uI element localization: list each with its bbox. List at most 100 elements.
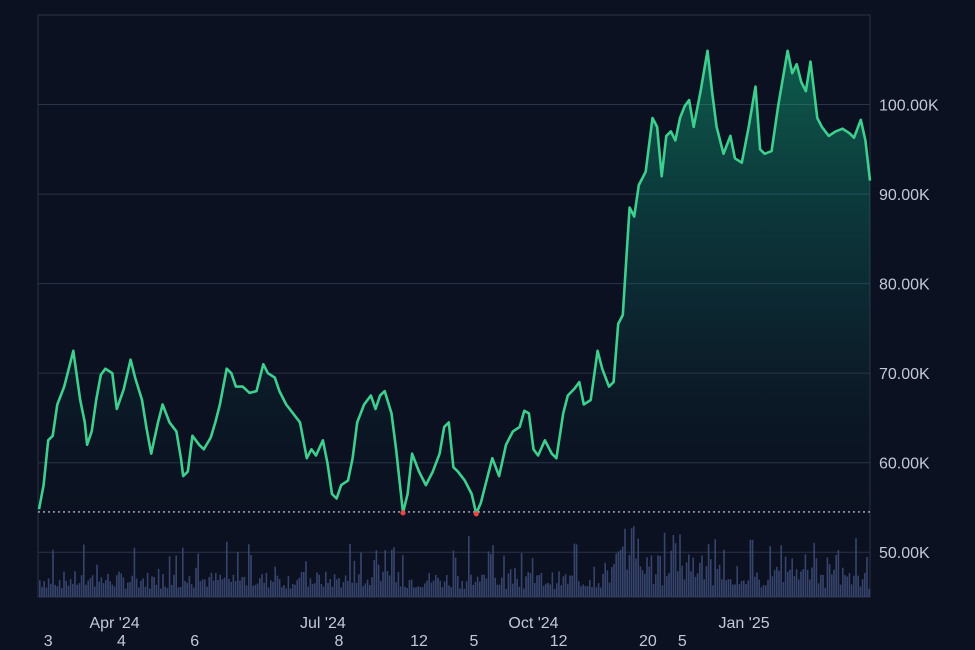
volume-bar bbox=[644, 573, 646, 597]
volume-bar bbox=[179, 587, 182, 597]
volume-bar bbox=[672, 535, 675, 597]
volume-bar bbox=[65, 581, 67, 597]
bottom-day-label: 5 bbox=[470, 633, 479, 650]
volume-bar bbox=[177, 587, 180, 597]
volume-bar bbox=[509, 569, 512, 597]
volume-bar bbox=[534, 583, 536, 597]
volume-bar bbox=[822, 574, 824, 597]
volume-bar bbox=[261, 574, 263, 597]
volume-bar bbox=[503, 555, 505, 597]
volume-bar bbox=[76, 584, 78, 597]
volume-bar bbox=[164, 586, 166, 597]
volume-bar bbox=[529, 573, 532, 597]
volume-bar bbox=[333, 574, 336, 597]
volume-bar bbox=[586, 586, 589, 597]
volume-bar bbox=[111, 584, 114, 597]
volume-bar bbox=[452, 550, 455, 597]
volume-bar bbox=[435, 574, 437, 597]
volume-bar bbox=[344, 575, 347, 597]
volume-bar bbox=[421, 587, 424, 597]
volume-bar bbox=[58, 580, 61, 597]
volume-bar bbox=[362, 586, 364, 597]
volume-bar bbox=[646, 557, 648, 597]
volume-bar bbox=[413, 587, 415, 597]
volume-bar bbox=[604, 562, 606, 597]
volume-bar bbox=[824, 587, 826, 597]
volume-bar bbox=[487, 551, 490, 597]
volume-bar bbox=[476, 576, 479, 597]
volume-bar bbox=[89, 578, 92, 597]
volume-bar bbox=[283, 585, 285, 597]
volume-bar bbox=[223, 577, 226, 597]
volume-bar bbox=[316, 572, 318, 597]
volume-bar bbox=[144, 586, 147, 597]
volume-bar bbox=[580, 586, 582, 597]
y-tick-label: 50.00K bbox=[879, 545, 930, 562]
volume-bar bbox=[254, 584, 257, 597]
volume-bar bbox=[562, 576, 565, 597]
volume-bar bbox=[419, 587, 422, 597]
volume-bar bbox=[756, 572, 758, 597]
volume-bar bbox=[285, 588, 287, 597]
volume-bar bbox=[78, 583, 81, 597]
volume-bar bbox=[265, 572, 268, 597]
volume-bar bbox=[105, 580, 107, 597]
volume-bar bbox=[767, 579, 769, 597]
volume-bar bbox=[129, 581, 131, 597]
y-tick-label: 80.00K bbox=[879, 277, 930, 294]
volume-bar bbox=[514, 568, 516, 597]
volume-bar bbox=[564, 574, 567, 597]
volume-bar bbox=[428, 573, 430, 597]
volume-bar bbox=[481, 574, 483, 597]
volume-bar bbox=[659, 555, 661, 597]
price-line[interactable] bbox=[37, 49, 872, 515]
volume-bar bbox=[512, 583, 514, 597]
volume-bar bbox=[270, 580, 272, 597]
volume-bar bbox=[639, 566, 642, 597]
volume-bar bbox=[377, 564, 380, 597]
volume-bar bbox=[300, 571, 303, 597]
volume-bar bbox=[318, 574, 320, 597]
volume-bar bbox=[267, 587, 270, 597]
volume-bar bbox=[450, 587, 452, 597]
volume-bar bbox=[162, 574, 164, 597]
volume-bar bbox=[626, 569, 628, 597]
volume-bar bbox=[118, 571, 120, 597]
volume-bar bbox=[540, 572, 543, 597]
volume-bar bbox=[721, 579, 723, 597]
volume-bar bbox=[263, 582, 265, 597]
volume-bar bbox=[69, 579, 72, 597]
volume-bar bbox=[589, 580, 591, 597]
volume-bar bbox=[138, 587, 140, 597]
volume-bar bbox=[751, 539, 754, 597]
volume-bars bbox=[39, 526, 870, 597]
volume-bar bbox=[806, 569, 809, 597]
volume-bar bbox=[853, 575, 855, 597]
volume-bar bbox=[637, 538, 639, 597]
volume-bar bbox=[657, 555, 659, 597]
volume-bar bbox=[547, 582, 549, 597]
volume-bar bbox=[175, 555, 177, 597]
volume-bar bbox=[740, 581, 743, 597]
volume-bar bbox=[714, 539, 716, 597]
volume-bar bbox=[492, 545, 494, 597]
volume-bar bbox=[553, 589, 556, 597]
volume-bar bbox=[100, 577, 103, 597]
volume-bar bbox=[234, 581, 237, 597]
bottom-day-label: 12 bbox=[410, 633, 428, 650]
volume-bar bbox=[83, 544, 85, 597]
volume-bar bbox=[846, 576, 848, 597]
volume-bar bbox=[754, 576, 756, 597]
volume-bar bbox=[406, 588, 408, 597]
volume-bar bbox=[615, 553, 617, 597]
volume-bar bbox=[441, 587, 444, 597]
bottom-day-label: 20 bbox=[639, 633, 657, 650]
volume-bar bbox=[606, 570, 609, 597]
volume-bar bbox=[146, 572, 149, 597]
x-tick-label: Oct '24 bbox=[508, 615, 558, 632]
volume-bar bbox=[74, 571, 76, 597]
volume-bar bbox=[437, 577, 439, 597]
volume-bar bbox=[674, 543, 677, 597]
